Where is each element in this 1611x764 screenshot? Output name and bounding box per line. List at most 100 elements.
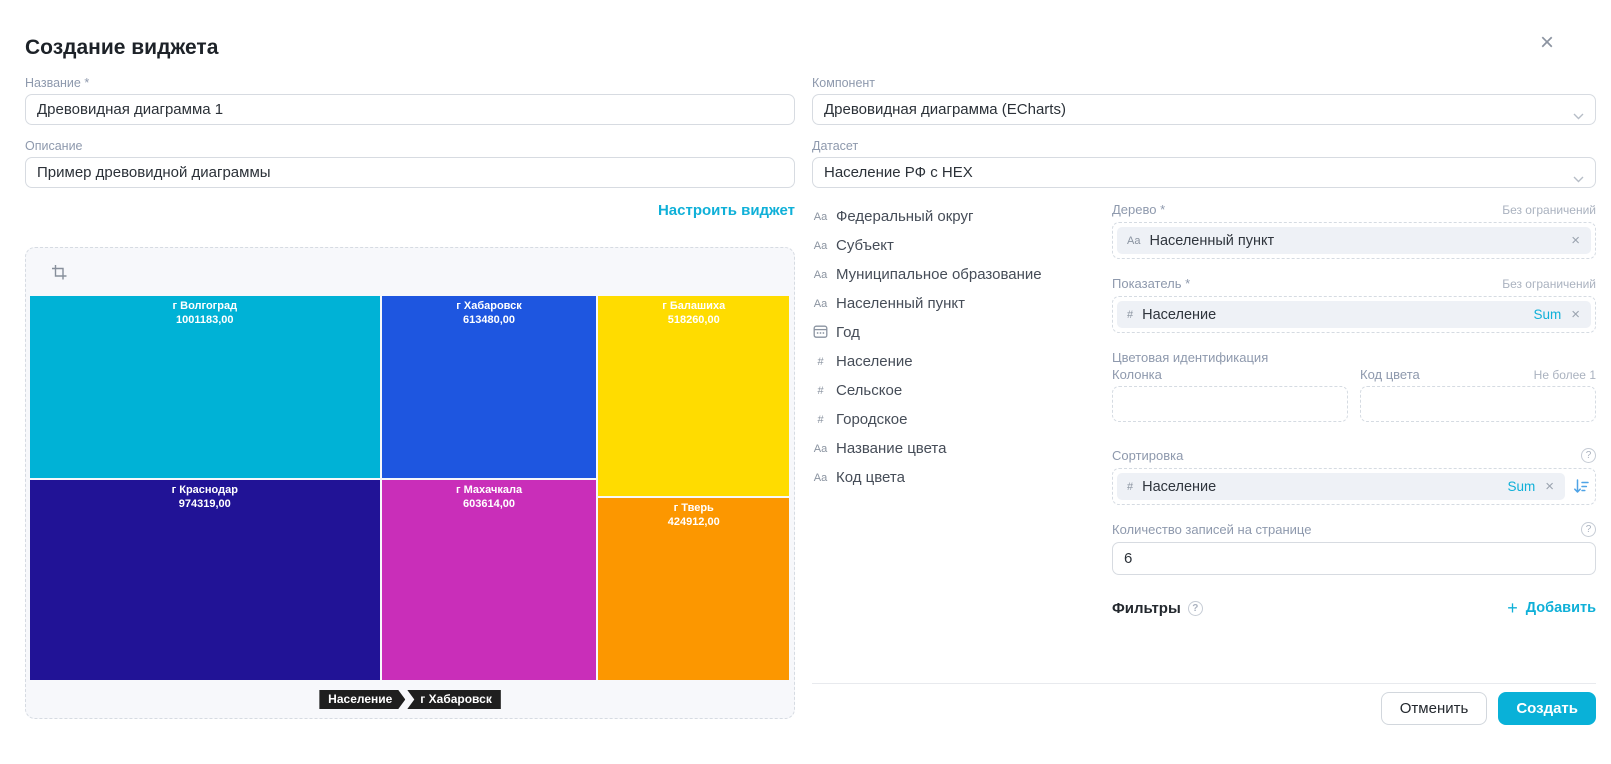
treemap-cell-value: 424912,00	[667, 516, 720, 529]
treemap-cell-value: 613480,00	[463, 314, 516, 327]
measure-group: Показатель * Без ограничений # Население…	[1112, 276, 1596, 333]
treemap-cell-name: г Тверь	[673, 501, 714, 514]
treemap-cell-value: 974319,00	[178, 498, 231, 511]
dataset-field[interactable]: Aa Федеральный округ	[813, 208, 974, 225]
tree-group: Дерево * Без ограничений Aa Населенный п…	[1112, 202, 1596, 259]
treemap-cell-name: г Волгоград	[172, 300, 238, 312]
dataset-field[interactable]: # Сельское	[812, 376, 1100, 405]
sorting-label: Сортировка	[1112, 448, 1184, 463]
close-icon[interactable]: ×	[1534, 30, 1560, 56]
widget-description-input[interactable]	[25, 157, 795, 188]
widget-name-input[interactable]	[25, 94, 795, 125]
treemap-cell-name: г Краснодар	[171, 484, 238, 497]
color-identification-label: Цветовая идентификация	[1112, 350, 1269, 365]
number-field-icon: #	[1127, 480, 1134, 493]
aggregation-link[interactable]: Sum	[1533, 307, 1562, 322]
page-size-group: Количество записей на странице ?	[1112, 522, 1596, 575]
treemap-cell-value: 518260,00	[667, 314, 720, 327]
treemap-breadcrumb: Население г Хабаровск	[319, 690, 501, 709]
tree-dropzone[interactable]: Aa Населенный пункт ×	[1112, 222, 1596, 259]
dataset-field[interactable]: Aa Название цвета	[813, 440, 947, 457]
dataset-field[interactable]: Год	[812, 318, 1100, 347]
number-field-icon: #	[1127, 308, 1134, 321]
treemap-cell[interactable]: г Балашиха 518260,00	[597, 295, 790, 497]
treemap-cell[interactable]: г Хабаровск 613480,00	[380, 295, 598, 480]
aggregation-link[interactable]: Sum	[1507, 479, 1536, 494]
description-label: Описание	[25, 139, 83, 153]
filters-label: Фильтры ?	[1112, 600, 1203, 617]
treemap-cell-value: 1001183,00	[176, 314, 234, 327]
plus-icon: +	[1507, 598, 1518, 618]
left-column: Название * Описание Настроить виджет г В…	[25, 76, 795, 719]
dataset-label: Датасет	[812, 139, 859, 153]
measure-label: Показатель *	[1112, 276, 1191, 291]
field-type-icon: Aa	[813, 239, 828, 252]
add-filter-link[interactable]: + Добавить	[1507, 598, 1596, 618]
measure-limit-hint: Без ограничений	[1502, 277, 1596, 291]
dataset-field[interactable]: Aa Код цвета	[813, 469, 905, 486]
sorting-dropzone[interactable]: # Население Sum ×	[1112, 468, 1596, 505]
dataset-field[interactable]: Aa Субъект	[813, 237, 894, 254]
right-column: Компонент Древовидная диаграмма (ECharts…	[812, 76, 1596, 617]
treemap-cell-name: г Хабаровск	[456, 300, 522, 312]
field-type-icon: #	[817, 355, 824, 368]
color-code-dropzone[interactable]	[1360, 386, 1596, 422]
sorting-group: Сортировка ? # Население Sum ×	[1112, 448, 1596, 505]
remove-chip-icon[interactable]: ×	[1545, 478, 1554, 495]
color-column-dropzone[interactable]	[1112, 386, 1348, 422]
treemap-cell-name: г Балашиха	[662, 300, 726, 312]
dataset-field[interactable]: Aa Населенный пункт	[813, 295, 966, 312]
page-size-input[interactable]	[1112, 542, 1596, 575]
sort-direction-icon[interactable]	[1571, 479, 1591, 494]
page-size-label: Количество записей на странице	[1112, 522, 1312, 537]
widget-config-panel: Дерево * Без ограничений Aa Населенный п…	[1112, 202, 1596, 617]
configure-widget-link[interactable]: Настроить виджет	[657, 202, 795, 219]
dataset-field[interactable]: Aa Муниципальное образование	[813, 266, 1042, 283]
measure-dropzone[interactable]: # Население Sum ×	[1112, 296, 1596, 333]
help-icon: ?	[1581, 522, 1596, 537]
dataset-fields-list: Aa Федеральный округ Aa Субъект	[812, 202, 1100, 617]
breadcrumb-item[interactable]: г Хабаровск	[407, 690, 501, 709]
color-code-label: Код цвета	[1360, 367, 1420, 382]
field-type-icon: Aa	[813, 471, 828, 484]
sorting-chip[interactable]: # Население Sum ×	[1117, 473, 1565, 500]
dataset-field[interactable]: # Население	[812, 347, 1100, 376]
dataset-field[interactable]: # Городское	[812, 405, 1100, 434]
create-button[interactable]: Создать	[1498, 692, 1596, 725]
color-column-label: Колонка	[1112, 367, 1162, 382]
text-field-icon: Aa	[1127, 234, 1141, 247]
crop-icon[interactable]	[50, 263, 68, 284]
treemap-cell[interactable]: г Махачкала 603614,00	[380, 479, 598, 681]
field-type-icon: Aa	[813, 297, 828, 310]
component-select[interactable]: Древовидная диаграмма (ECharts)	[812, 94, 1596, 125]
help-icon: ?	[1187, 600, 1203, 616]
remove-chip-icon[interactable]: ×	[1571, 232, 1580, 249]
widget-preview-panel: г Волгоград 1001183,00 г Краснодар 974319,0…	[25, 247, 795, 719]
field-type-icon: Aa	[813, 210, 828, 223]
chevron-down-icon	[1573, 170, 1584, 187]
color-identification-group: Цветовая идентификация Колонка Код цвета…	[1112, 350, 1596, 422]
name-label: Название *	[25, 76, 90, 90]
remove-chip-icon[interactable]: ×	[1571, 306, 1580, 323]
tree-chip[interactable]: Aa Населенный пункт ×	[1117, 227, 1591, 254]
treemap-chart[interactable]: г Волгоград 1001183,00 г Краснодар 974319,0…	[29, 295, 790, 681]
treemap-cell-name: г Махачкала	[455, 484, 523, 497]
filters-row: Фильтры ? + Добавить	[1112, 599, 1596, 617]
treemap-cell[interactable]: г Тверь 424912,00	[597, 496, 790, 681]
field-type-icon: Aa	[813, 268, 828, 281]
calendar-icon	[812, 324, 829, 342]
dialog-footer: Отменить Создать	[812, 683, 1596, 725]
chevron-down-icon	[1573, 107, 1584, 124]
field-type-icon: Aa	[813, 442, 828, 455]
treemap-cell[interactable]: г Волгоград 1001183,00	[29, 295, 381, 480]
measure-chip[interactable]: # Население Sum ×	[1117, 301, 1591, 328]
cancel-button[interactable]: Отменить	[1380, 692, 1488, 725]
tree-limit-hint: Без ограничений	[1502, 203, 1596, 217]
treemap-cell[interactable]: г Краснодар 974319,00	[29, 479, 381, 681]
breadcrumb-item[interactable]: Население	[319, 690, 405, 709]
field-type-icon: #	[817, 413, 824, 426]
dataset-select[interactable]: Население РФ с HEX	[812, 157, 1596, 188]
field-type-icon: #	[817, 384, 824, 397]
color-limit-hint: Не более 1	[1533, 368, 1596, 382]
page-title: Создание виджета	[25, 36, 219, 60]
